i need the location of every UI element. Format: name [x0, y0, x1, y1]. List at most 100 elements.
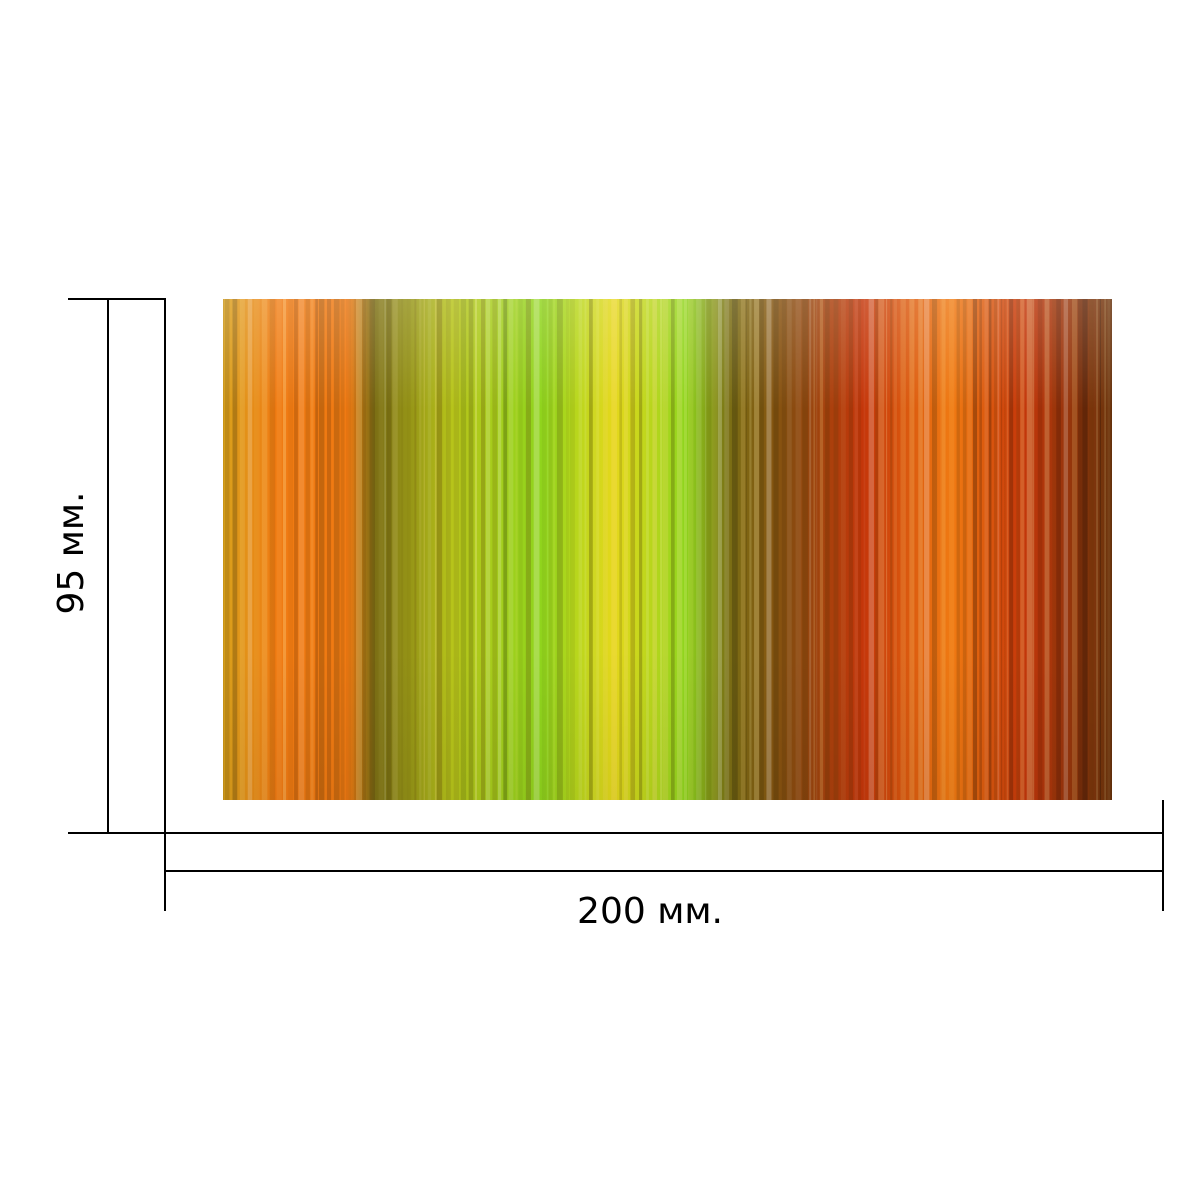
- stripe-19: [340, 299, 345, 800]
- stripe-66: [619, 299, 623, 800]
- stripe-98: [816, 299, 818, 800]
- stripe-135: [1020, 299, 1025, 800]
- stripe-67: [624, 299, 628, 800]
- stripe-138: [1037, 299, 1043, 800]
- stripe-115: [918, 299, 923, 800]
- stripe-100: [825, 299, 830, 800]
- stripe-111: [890, 299, 893, 800]
- stripe-96: [809, 299, 812, 800]
- stripe-26: [384, 299, 386, 800]
- stripe-95: [802, 299, 809, 800]
- stripe-90: [766, 299, 772, 800]
- stripe-99: [819, 299, 824, 800]
- stripe-62: [593, 299, 597, 800]
- stripe-53: [547, 299, 549, 800]
- stripe-127: [988, 299, 992, 800]
- stripe-32: [419, 299, 422, 800]
- stripe-60: [584, 299, 587, 800]
- stripe-116: [924, 299, 930, 800]
- stripe-77: [687, 299, 694, 800]
- stripe-15: [315, 299, 318, 800]
- stripe-139: [1044, 299, 1050, 800]
- stripe-43: [485, 299, 491, 800]
- stripe-104: [854, 299, 858, 800]
- stripe-141: [1056, 299, 1061, 800]
- stripe-1: [224, 299, 230, 800]
- stripe-114: [909, 299, 915, 800]
- stripe-3: [239, 299, 245, 800]
- stripe-148: [1099, 299, 1102, 800]
- stripe-39: [460, 299, 467, 800]
- stripe-8: [276, 299, 282, 800]
- stripe-133: [1009, 299, 1014, 800]
- stripe-94: [795, 299, 802, 800]
- stripe-22: [356, 299, 363, 800]
- stripe-33: [423, 299, 425, 800]
- stripe-119: [941, 299, 946, 800]
- stripe-140: [1052, 299, 1057, 800]
- stripe-74: [670, 299, 675, 800]
- stripe-113: [900, 299, 906, 800]
- stripe-0: [223, 299, 224, 800]
- stripe-93: [787, 299, 792, 800]
- stripe-5: [254, 299, 260, 800]
- stripe-42: [480, 299, 486, 800]
- stripe-86: [745, 299, 747, 800]
- stripe-97: [813, 299, 816, 800]
- stripe-101: [833, 299, 839, 800]
- stripe-83: [724, 299, 730, 800]
- tile-base-gradient: [223, 299, 1112, 800]
- stripe-134: [1016, 299, 1020, 800]
- stripe-61: [588, 299, 593, 800]
- stripe-106: [863, 299, 866, 800]
- stripe-120: [948, 299, 955, 800]
- stripe-64: [602, 299, 608, 800]
- stripe-55: [553, 299, 556, 800]
- stripe-69: [639, 299, 643, 800]
- stripe-2: [232, 299, 238, 800]
- stripe-79: [705, 299, 707, 800]
- stripe-122: [962, 299, 967, 800]
- stripe-73: [662, 299, 669, 800]
- stripe-41: [475, 299, 477, 800]
- stripe-20: [346, 299, 352, 800]
- stripe-124: [972, 299, 978, 800]
- stripe-37: [445, 299, 451, 800]
- stripe-142: [1063, 299, 1069, 800]
- stripe-121: [956, 299, 960, 800]
- stripe-102: [840, 299, 846, 800]
- stripe-50: [525, 299, 531, 800]
- stripe-82: [717, 299, 722, 800]
- stripe-13: [305, 299, 310, 800]
- stripe-126: [984, 299, 989, 800]
- stripe-108: [875, 299, 879, 800]
- stripe-31: [414, 299, 417, 800]
- stripe-59: [578, 299, 583, 800]
- width-dimension-label: 200 мм.: [577, 891, 723, 932]
- stripe-10: [288, 299, 293, 800]
- stripe-18: [333, 299, 340, 800]
- height-dimension-label: 95 мм.: [51, 491, 92, 615]
- stripe-136: [1026, 299, 1033, 800]
- stripe-125: [979, 299, 982, 800]
- stripe-85: [740, 299, 746, 800]
- stripe-91: [773, 299, 779, 800]
- stripe-54: [548, 299, 553, 800]
- stripe-14: [310, 299, 314, 800]
- stripe-27: [386, 299, 392, 800]
- stripe-117: [931, 299, 938, 800]
- stripe-145: [1082, 299, 1088, 800]
- stripe-150: [1107, 299, 1111, 800]
- stripe-40: [468, 299, 474, 800]
- stripe-48: [515, 299, 518, 800]
- stripe-71: [652, 299, 657, 800]
- stripe-47: [508, 299, 514, 800]
- stripe-112: [893, 299, 897, 800]
- stripe-65: [611, 299, 618, 800]
- stripe-87: [749, 299, 752, 800]
- stripe-35: [434, 299, 437, 800]
- stripe-80: [706, 299, 711, 800]
- stripe-36: [436, 299, 443, 800]
- stripe-21: [354, 299, 356, 800]
